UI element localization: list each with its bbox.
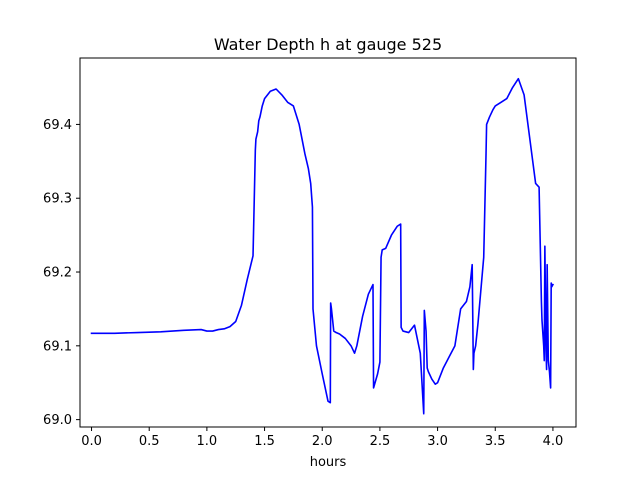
x-tick-label: 3.5 [485,434,506,449]
x-tick-label: 1.5 [254,434,275,449]
x-tick-label: 4.0 [543,434,564,449]
axes: 0.0 0.5 1.0 1.5 2.0 2.5 3.0 3.5 4.0 69.0 69.1 69.2 6… [43,57,577,449]
x-tick-label: 2.0 [312,434,333,449]
x-axis-label: hours [310,455,347,470]
plot-area [90,77,555,415]
x-tick-label: 0.5 [139,434,160,449]
x-tick-label: 2.5 [370,434,391,449]
y-tick-label: 69.4 [43,118,72,133]
y-tick-label: 69.0 [43,413,72,428]
x-tick-label: 3.0 [427,434,448,449]
series-line-0 [90,77,555,415]
y-tick-label: 69.2 [43,266,72,281]
x-tick-label: 1.0 [197,434,218,449]
y-tick-label: 69.3 [43,192,72,207]
y-tick-label: 69.1 [43,339,72,354]
chart-title: Water Depth h at gauge 525 [214,35,442,54]
x-tick-label: 0.0 [81,434,102,449]
axes-frame [79,57,577,428]
